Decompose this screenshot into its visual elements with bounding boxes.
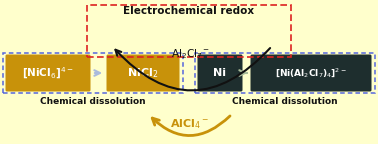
FancyBboxPatch shape (107, 54, 180, 91)
Text: AlCl$_4$$^-$: AlCl$_4$$^-$ (170, 117, 209, 131)
Text: Ni: Ni (214, 68, 226, 78)
Text: Chemical dissolution: Chemical dissolution (232, 97, 338, 106)
FancyArrowPatch shape (94, 70, 100, 76)
Text: NiCl$_2$: NiCl$_2$ (127, 66, 159, 80)
FancyArrowPatch shape (239, 70, 247, 76)
Text: [Ni(Al$_2$Cl$_7$)$_4$]$^{2-}$: [Ni(Al$_2$Cl$_7$)$_4$]$^{2-}$ (275, 66, 347, 80)
Text: Chemical dissolution: Chemical dissolution (40, 97, 146, 106)
FancyArrowPatch shape (152, 116, 230, 136)
Text: [NiCl$_6$]$^{4-}$: [NiCl$_6$]$^{4-}$ (22, 65, 74, 81)
Text: Electrochemical redox: Electrochemical redox (124, 6, 254, 16)
FancyBboxPatch shape (6, 54, 90, 91)
FancyBboxPatch shape (197, 54, 243, 91)
FancyBboxPatch shape (251, 54, 372, 91)
FancyArrowPatch shape (115, 48, 270, 90)
Text: Al$_2$Cl$_7$$^-$: Al$_2$Cl$_7$$^-$ (170, 47, 209, 61)
